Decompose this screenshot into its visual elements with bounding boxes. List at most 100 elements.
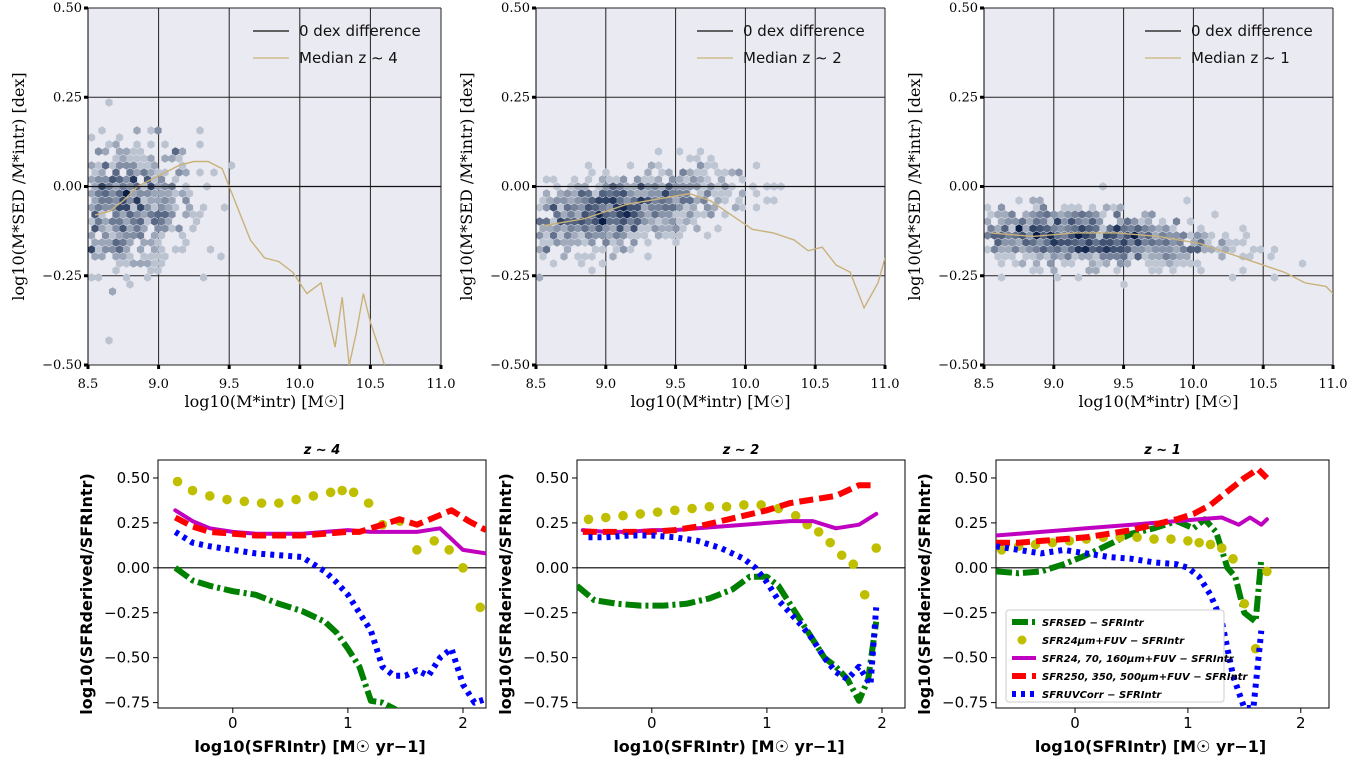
hexbin-cell: [640, 189, 649, 198]
hexbin-cell: [1092, 266, 1100, 275]
hexbin-cell: [581, 252, 589, 261]
hexbin-cell: [679, 168, 687, 177]
hexbin-cell: [549, 231, 558, 240]
hexbin-cell: [115, 189, 124, 198]
hexbin-cell: [1200, 245, 1209, 254]
hexbin-cell: [1071, 224, 1079, 233]
x-axis-label: log10(SFRIntr) [M☉ yr−1]: [613, 737, 844, 756]
hexbin-cell: [105, 238, 113, 247]
hexbin-cell: [1151, 231, 1160, 240]
hexbin-cell: [119, 238, 127, 247]
y-tick-label: 0.50: [955, 469, 988, 487]
hexbin-cell: [693, 168, 701, 177]
hexbin-cell: [553, 238, 561, 247]
mass-panel: 8.5 9.0 9.5 10.0 10.5 11.0 −0.50 −0.25 0.00 0.25 0…: [457, 1, 899, 411]
hexbin-cell: [129, 203, 138, 212]
hexbin-cell: [703, 231, 712, 240]
data-point: [670, 505, 680, 516]
y-tick-label: 0.50: [501, 1, 530, 16]
y-tick-label: −0.75: [523, 694, 569, 712]
hexbin-cell: [675, 203, 684, 212]
hexbin-cell: [1137, 217, 1146, 226]
hexbin-cell: [154, 196, 162, 205]
hexbin-cell: [147, 252, 155, 261]
hexbin-cell: [987, 210, 995, 219]
hexbin-cell: [182, 210, 190, 219]
data-point: [274, 498, 284, 508]
hexbin-cell: [665, 168, 673, 177]
hexbin-cell: [1064, 238, 1072, 247]
legend-swatch: [1017, 635, 1027, 645]
hexbin-cell: [546, 196, 554, 205]
hexbin-cell: [605, 231, 614, 240]
hexbin-cell: [602, 196, 610, 205]
hexbin-cell: [686, 196, 694, 205]
hexbin-cell: [672, 210, 680, 219]
series-line: [582, 482, 877, 535]
hexbin-cell: [595, 224, 603, 233]
hexbin-cell: [714, 224, 722, 233]
hexbin-cell: [752, 189, 761, 198]
hexbin-cell: [98, 168, 106, 177]
x-tick-label: 9.0: [148, 377, 169, 392]
hexbin-cell: [560, 196, 568, 205]
x-tick-label: 2: [1296, 714, 1306, 732]
median-line: [542, 192, 885, 310]
hexbin-cell: [703, 203, 712, 212]
hexbin-cell: [658, 168, 666, 177]
hexbin-cell: [703, 175, 712, 184]
data-point: [1216, 543, 1227, 553]
x-tick-label: 11.0: [1319, 377, 1348, 392]
hexbin-cell: [1193, 245, 1202, 254]
hexbin-cell: [536, 231, 544, 240]
hexbin-cell: [136, 161, 145, 170]
hexbin-cell: [1067, 259, 1076, 268]
hexbin-cell: [1018, 259, 1027, 268]
hexbin-cell: [1169, 224, 1177, 233]
hexbin-cell: [584, 231, 593, 240]
hexbin-cell: [1085, 210, 1093, 219]
hexbin-cell: [605, 175, 614, 184]
hexbin-cell: [619, 231, 628, 240]
hexbin-cell: [1092, 210, 1100, 219]
x-tick-label: 9.5: [219, 377, 240, 392]
legend-label: Median z ∼ 1: [1191, 49, 1290, 67]
hexbin-cell: [112, 210, 120, 219]
hexbin-cell: [1074, 203, 1083, 212]
hexbin-cell: [752, 161, 761, 170]
hexbin-cell: [1127, 252, 1135, 261]
legend-label: 0 dex difference: [299, 22, 421, 40]
hexbin-cell: [591, 189, 600, 198]
hexbin-cell: [1001, 224, 1009, 233]
hexbin-cell: [584, 175, 593, 184]
y-tick-label: 0.25: [949, 90, 978, 105]
hexbin-cell: [675, 147, 684, 156]
hexbin-cell: [206, 245, 215, 254]
hexbin-cell: [196, 168, 204, 177]
hexbin-cell: [122, 231, 131, 240]
hexbin-cell: [122, 175, 131, 184]
hexbin-cell: [108, 161, 117, 170]
hexbin-cell: [199, 203, 208, 212]
x-tick-label: 10.0: [285, 377, 314, 392]
x-tick-label: 0: [1070, 714, 1080, 732]
y-tick-label: 0.25: [536, 514, 569, 532]
hexbin-cell: [640, 203, 649, 212]
x-tick-label: 9.5: [1113, 377, 1134, 392]
hexbin-cell: [140, 210, 148, 219]
hexbin-cell: [133, 154, 141, 163]
hexbin-cell: [536, 273, 544, 282]
hexbin-cell: [1057, 238, 1065, 247]
hexbin-cell: [1137, 245, 1146, 254]
hexbin-cell: [738, 203, 747, 212]
hexbin-cell: [689, 175, 698, 184]
hexbin-cell: [126, 224, 134, 233]
hexbin-cell: [150, 203, 159, 212]
hexbin-cell: [88, 189, 96, 198]
hexbin-cell: [539, 196, 547, 205]
hexbin-cell: [647, 203, 656, 212]
hexbin-cell: [108, 175, 117, 184]
hexbin-cell: [1001, 238, 1009, 247]
legend-label: 0 dex difference: [1191, 22, 1313, 40]
